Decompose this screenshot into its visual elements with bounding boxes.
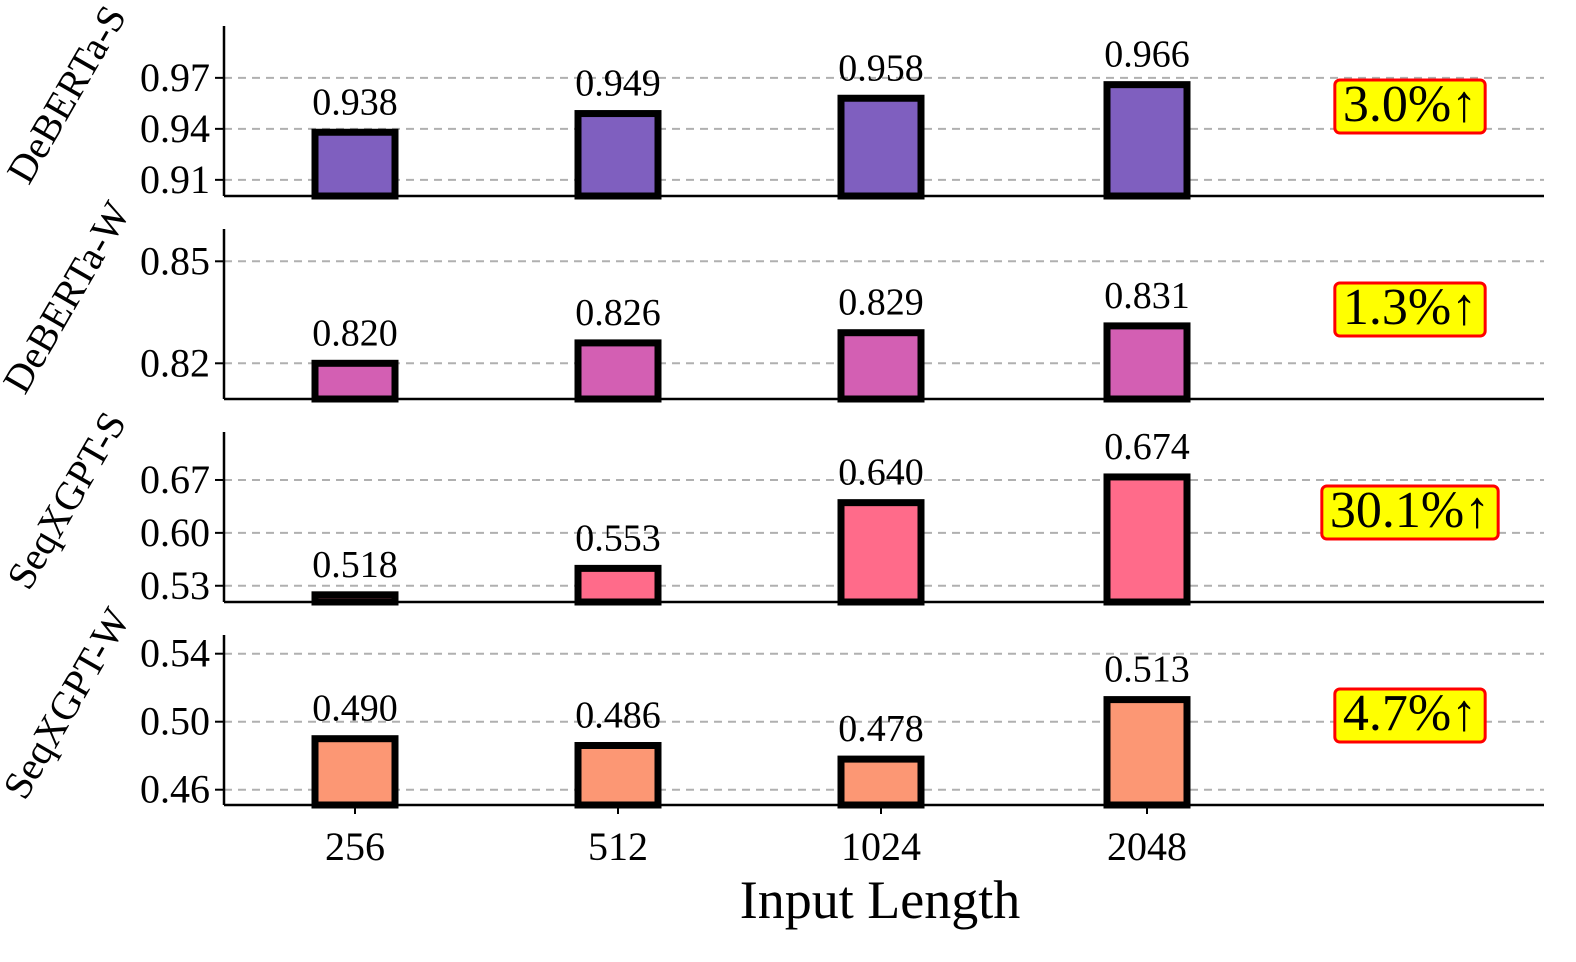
panel-4: 0.46 0.50 0.54 0.490 0.486 0.478 0.513 SeqXGPT-… <box>0 600 1544 812</box>
bar-1024 <box>837 329 925 403</box>
panel-ylabel: SeqXGPT-S <box>0 404 135 597</box>
bar-512 <box>574 742 662 809</box>
data-label: 0.958 <box>838 47 924 89</box>
data-label: 0.966 <box>1104 34 1190 76</box>
improvement-badge: 30.1%↑ <box>1320 482 1500 541</box>
panel-ylabel: SeqXGPT-W <box>0 600 139 806</box>
x-tick-label: 256 <box>325 824 385 869</box>
y-tick-label: 0.54 <box>140 631 210 676</box>
y-tick-label: 0.82 <box>140 340 210 385</box>
data-label: 0.820 <box>312 312 398 354</box>
bar-2048 <box>1103 322 1191 403</box>
panel-ylabel: DeBERTa-S <box>0 0 135 191</box>
y-tick-label: 0.53 <box>140 563 210 608</box>
x-tick-label: 512 <box>588 824 648 869</box>
bar-512 <box>574 339 662 403</box>
data-label: 0.949 <box>575 63 661 105</box>
panel-3: 0.53 0.60 0.67 0.518 0.553 0.640 0.674 SeqXGPT-… <box>0 404 1544 608</box>
data-label: 0.640 <box>838 452 924 494</box>
bar-1024 <box>837 755 925 809</box>
panel-ylabel: DeBERTa-W <box>0 194 139 401</box>
improvement-text: 30.1%↑ <box>1330 482 1490 539</box>
x-tick-label: 1024 <box>841 824 921 869</box>
panel-2: 0.82 0.85 0.820 0.826 0.829 0.831 DeBERTa-W 1.3… <box>0 194 1544 403</box>
data-label: 0.490 <box>312 688 398 730</box>
data-label: 0.478 <box>838 708 924 750</box>
y-tick-label: 0.94 <box>140 106 210 151</box>
bar-256 <box>311 359 399 403</box>
data-label: 0.518 <box>312 544 398 586</box>
bar-512 <box>574 110 662 200</box>
bar-1024 <box>837 499 925 606</box>
data-label: 0.553 <box>575 517 661 559</box>
bar-2048 <box>1103 473 1191 606</box>
improvement-box <box>1320 484 1500 541</box>
data-label: 0.826 <box>575 292 661 334</box>
improvement-box <box>1333 281 1487 338</box>
data-label: 0.486 <box>575 695 661 737</box>
y-tick-label: 0.97 <box>140 55 210 100</box>
y-tick-label: 0.60 <box>140 510 210 555</box>
bar-256 <box>311 735 399 809</box>
improvement-box <box>1333 78 1487 135</box>
panel-1: 0.91 0.94 0.97 0.938 0.949 0.958 0.966 DeBERTa-… <box>0 0 1544 202</box>
data-label: 0.938 <box>312 81 398 123</box>
chart-panels: 0.91 0.94 0.97 0.938 0.949 0.958 0.966 DeBERTa-… <box>0 0 1544 869</box>
data-label: 0.674 <box>1104 426 1190 468</box>
improvement-text: 3.0%↑ <box>1343 76 1477 133</box>
y-tick-label: 0.50 <box>140 699 210 744</box>
x-axis-label: Input Length <box>740 870 1020 930</box>
x-tick-label: 2048 <box>1107 824 1187 869</box>
improvement-box <box>1333 687 1487 744</box>
bar-2048 <box>1103 696 1191 809</box>
data-label: 0.829 <box>838 282 924 324</box>
y-tick-label: 0.85 <box>140 238 210 283</box>
y-tick-label: 0.67 <box>140 457 210 502</box>
bar-512 <box>574 564 662 606</box>
improvement-badge: 3.0%↑ <box>1333 76 1487 135</box>
improvement-text: 1.3%↑ <box>1343 279 1477 336</box>
data-label: 0.831 <box>1104 275 1190 317</box>
improvement-badge: 1.3%↑ <box>1333 279 1487 338</box>
y-tick-label: 0.91 <box>140 157 210 202</box>
y-tick-label: 0.46 <box>140 767 210 812</box>
bar-256 <box>311 128 399 200</box>
bar-1024 <box>837 94 925 200</box>
improvement-badge: 4.7%↑ <box>1333 685 1487 744</box>
improvement-text: 4.7%↑ <box>1343 685 1477 742</box>
data-label: 0.513 <box>1104 649 1190 691</box>
bar-2048 <box>1103 81 1191 200</box>
